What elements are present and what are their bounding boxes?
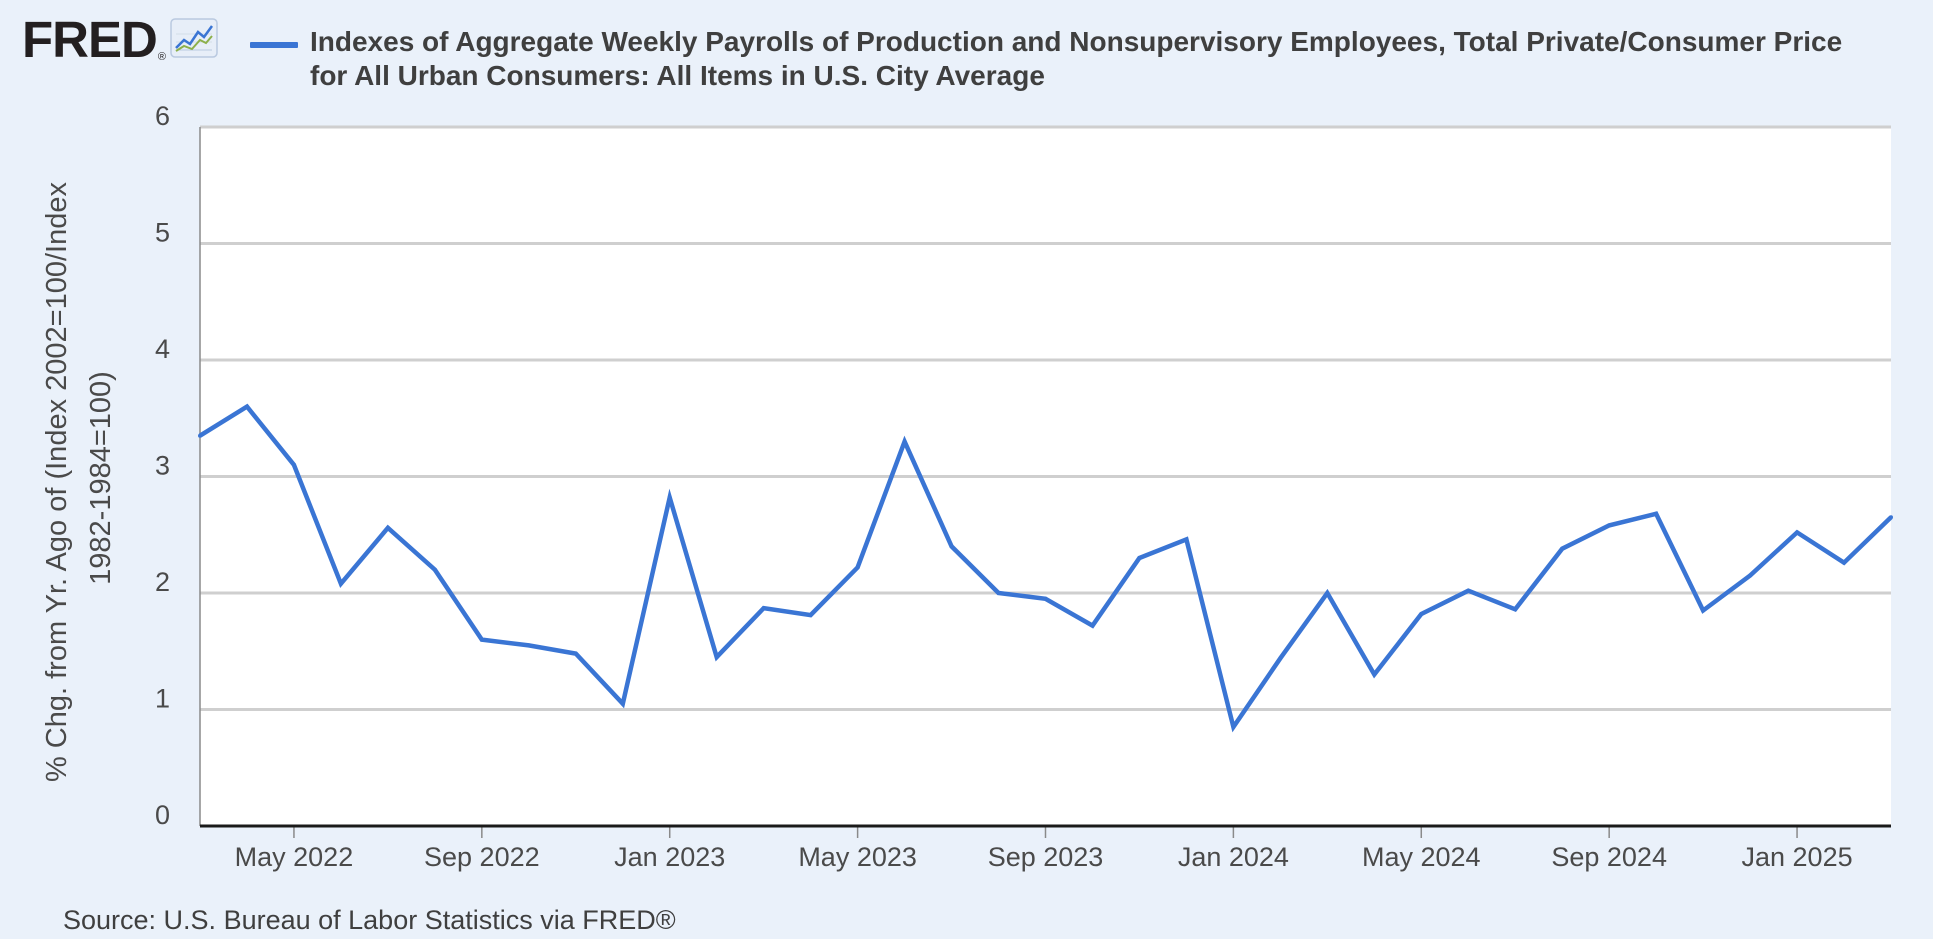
x-tick-label: May 2022 xyxy=(235,842,354,872)
data-point[interactable] xyxy=(1701,608,1706,613)
data-point[interactable] xyxy=(1889,515,1893,520)
logo-registered-mark: ® xyxy=(157,51,166,63)
data-point[interactable] xyxy=(1372,672,1377,677)
data-point[interactable] xyxy=(1466,588,1471,593)
series-points xyxy=(198,404,1893,729)
x-tick-label: Sep 2023 xyxy=(988,842,1104,872)
chart-header: FRED ® Indexes of Aggregate Weekly Payro… xyxy=(0,0,1933,105)
y-tick-label: 2 xyxy=(155,567,170,597)
y-axis-title-line-1: % Chg. from Yr. Ago of (Index 2002=100/I… xyxy=(41,182,73,782)
grid-lines xyxy=(200,125,1891,711)
chart-title: Indexes of Aggregate Weekly Payrolls of … xyxy=(310,25,1933,93)
data-point[interactable] xyxy=(855,565,860,570)
line-chart: 0 1 2 3 4 5 6 May 2022 Sep 2022 Jan 2023 May 2023… xyxy=(41,101,1893,872)
data-point[interactable] xyxy=(808,613,813,618)
x-axis-ticks: May 2022 Sep 2022 Jan 2023 May 2023 Sep 2023… xyxy=(235,826,1853,872)
data-point[interactable] xyxy=(526,643,531,648)
y-tick-label: 1 xyxy=(155,684,170,714)
data-point[interactable] xyxy=(1513,607,1518,612)
data-point[interactable] xyxy=(1137,556,1142,560)
data-point[interactable] xyxy=(1184,537,1189,542)
data-point[interactable] xyxy=(949,544,954,549)
data-point[interactable] xyxy=(385,525,390,530)
data-point[interactable] xyxy=(620,701,625,706)
x-tick-label: Jan 2023 xyxy=(614,842,725,872)
data-point[interactable] xyxy=(198,433,202,438)
x-tick-label: Sep 2024 xyxy=(1551,842,1667,872)
y-axis-title: % Chg. from Yr. Ago of (Index 2002=100/I… xyxy=(41,174,117,782)
y-axis-title-line-2: 1982-1984=100) xyxy=(85,371,117,585)
chart-title-line-2: for All Urban Consumers: All Items in U.… xyxy=(310,60,1045,91)
data-point[interactable] xyxy=(1419,612,1424,616)
data-point[interactable] xyxy=(479,637,484,642)
data-point[interactable] xyxy=(761,606,766,611)
y-tick-label: 4 xyxy=(155,334,170,364)
x-tick-label: Jan 2025 xyxy=(1742,842,1853,872)
data-point[interactable] xyxy=(432,567,437,572)
data-point[interactable] xyxy=(291,462,296,467)
x-tick-label: Sep 2022 xyxy=(424,842,540,872)
y-tick-label: 3 xyxy=(155,451,170,481)
data-point[interactable] xyxy=(1842,560,1846,565)
source-note: Source: U.S. Bureau of Labor Statistics … xyxy=(63,905,676,935)
y-tick-label: 5 xyxy=(155,218,170,248)
x-tick-label: Jan 2024 xyxy=(1178,842,1289,872)
data-point[interactable] xyxy=(1231,725,1236,729)
x-tick-label: May 2024 xyxy=(1362,842,1481,872)
x-tick-label: May 2023 xyxy=(798,842,917,872)
y-tick-label: 6 xyxy=(155,101,170,131)
data-point[interactable] xyxy=(573,651,578,656)
data-point[interactable] xyxy=(1607,523,1612,528)
data-point[interactable] xyxy=(1325,591,1330,595)
data-point[interactable] xyxy=(1748,573,1753,578)
data-point[interactable] xyxy=(996,591,1001,595)
y-axis-ticks: 0 1 2 3 4 5 6 xyxy=(155,101,170,830)
data-point[interactable] xyxy=(1278,656,1283,661)
line-chart-icon xyxy=(170,18,218,63)
data-point[interactable] xyxy=(1560,546,1565,551)
data-point[interactable] xyxy=(1795,530,1800,535)
data-point[interactable] xyxy=(902,439,907,444)
axes xyxy=(199,127,1891,828)
fred-logo[interactable]: FRED ® xyxy=(22,14,218,65)
legend-swatch xyxy=(250,42,298,48)
data-point[interactable] xyxy=(1043,596,1048,601)
logo-text: FRED xyxy=(22,11,158,68)
data-point[interactable] xyxy=(245,404,249,409)
y-tick-label: 0 xyxy=(155,800,170,830)
data-point[interactable] xyxy=(1090,623,1095,628)
data-point[interactable] xyxy=(667,495,672,500)
chart-title-line-1: Indexes of Aggregate Weekly Payrolls of … xyxy=(310,26,1843,57)
data-point[interactable] xyxy=(714,655,719,660)
data-point[interactable] xyxy=(338,581,343,586)
data-point[interactable] xyxy=(1654,511,1659,516)
